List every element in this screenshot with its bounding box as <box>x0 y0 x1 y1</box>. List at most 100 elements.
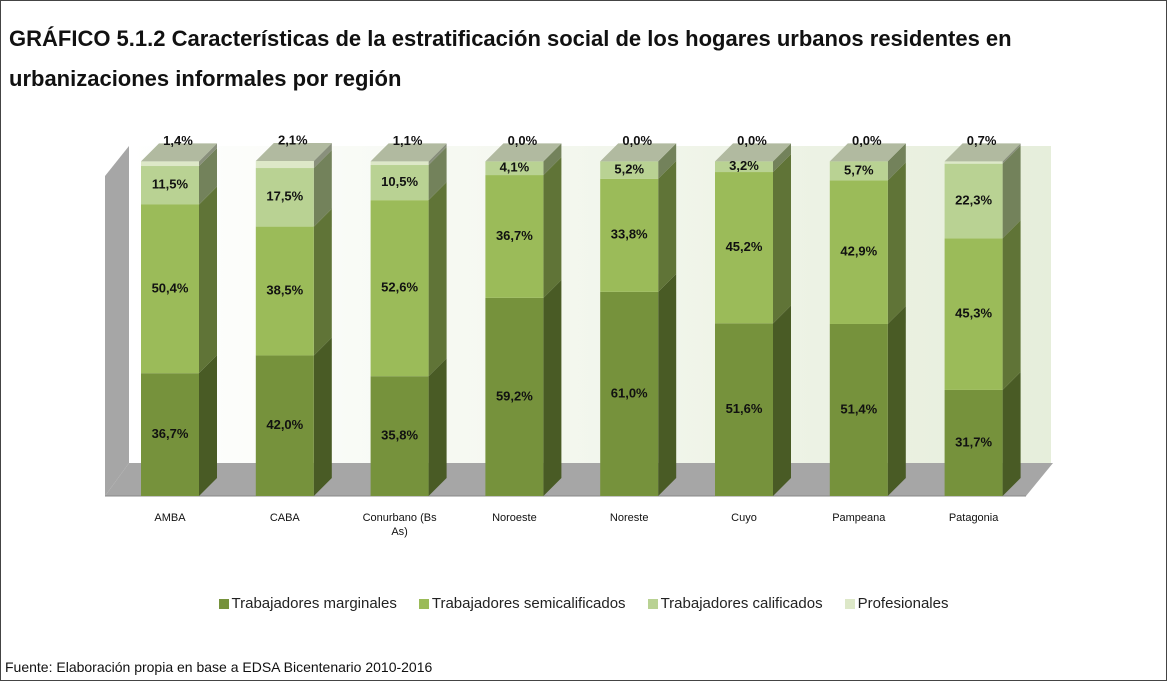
bar-top <box>485 143 562 162</box>
bar-segment <box>829 180 888 324</box>
data-label: 4,1% <box>500 160 530 175</box>
data-label: 51,4% <box>840 401 877 416</box>
legend-item: Profesionales <box>844 595 949 612</box>
bar-side <box>773 305 791 496</box>
data-label: 38,5% <box>266 282 303 297</box>
bar-segment <box>485 175 544 298</box>
bar-side <box>199 186 217 374</box>
bar-segment <box>944 163 1003 239</box>
bar-side <box>1002 220 1021 390</box>
data-label: 3,2% <box>729 158 759 173</box>
bar-side <box>543 157 562 298</box>
data-label: 36,7% <box>152 426 189 441</box>
bar-top <box>600 143 677 162</box>
data-label: 35,8% <box>381 428 418 443</box>
data-label: 33,8% <box>611 227 648 242</box>
bar-top <box>944 143 1021 162</box>
legend-label: Trabajadores semicalificados <box>431 595 626 612</box>
data-label: 52,6% <box>381 280 418 295</box>
legend-item: Trabajadores marginales <box>218 595 397 612</box>
data-label: 5,7% <box>844 162 874 177</box>
bar-segment <box>141 166 199 205</box>
x-tick-label: Conurbano (Bs As) <box>362 512 437 538</box>
bar-top <box>370 143 447 162</box>
data-label: 10,5% <box>381 174 418 189</box>
x-tick-label: Noreste <box>609 512 649 524</box>
bar-top <box>255 143 332 161</box>
bar-segment <box>141 373 199 496</box>
data-label: 0,0% <box>737 133 767 148</box>
bar-segment <box>370 161 429 166</box>
bar-segment <box>715 172 773 324</box>
bar-segment <box>485 161 544 176</box>
bar-side <box>428 358 447 496</box>
bar-segment <box>255 226 314 356</box>
bar-side <box>543 279 562 496</box>
bar-top <box>829 143 906 162</box>
bar-side <box>887 143 906 181</box>
legend-item: Trabajadores semicalificados <box>418 595 626 612</box>
data-label: 0,0% <box>852 133 882 148</box>
floor <box>105 463 1053 496</box>
bar-side <box>658 143 677 179</box>
bar-side <box>1002 371 1021 496</box>
legend-swatch <box>844 598 855 609</box>
data-label: 1,4% <box>163 133 193 148</box>
data-label: 31,7% <box>955 434 992 449</box>
source-note: Fuente: Elaboración propia en base a EDS… <box>5 659 433 675</box>
data-label: 1,1% <box>393 133 423 148</box>
data-label: 45,3% <box>955 306 992 321</box>
bar-side <box>199 355 217 496</box>
data-label: 5,2% <box>614 161 644 176</box>
data-label: 42,9% <box>840 244 877 259</box>
bar-side <box>543 143 562 176</box>
bar-segment <box>600 178 659 292</box>
x-tick-label: Pampeana <box>832 512 886 524</box>
bar-top <box>715 143 791 162</box>
bar-segment <box>141 204 199 374</box>
bar-segment <box>255 355 314 496</box>
legend-label: Trabajadores calificados <box>660 595 823 612</box>
legend-label: Profesionales <box>857 595 949 612</box>
data-label: 61,0% <box>611 385 648 400</box>
bar-segment <box>944 389 1003 496</box>
data-label: 17,5% <box>266 189 303 204</box>
x-tick-label: AMBA <box>154 512 186 524</box>
bar-side <box>313 208 332 356</box>
data-label: 0,7% <box>967 133 997 148</box>
data-label: 36,7% <box>496 228 533 243</box>
bar-side <box>199 143 217 167</box>
legend-swatch <box>647 598 658 609</box>
bar-segment <box>370 376 429 496</box>
data-label: 0,0% <box>622 133 652 148</box>
legend-item: Trabajadores calificados <box>647 595 823 612</box>
bar-segment <box>600 161 659 179</box>
legend-swatch <box>418 598 429 609</box>
legend: Trabajadores marginales Trabajadores semi… <box>1 595 1166 612</box>
bar-segment <box>715 323 773 496</box>
data-label: 11,5% <box>152 177 189 192</box>
legend-swatch <box>218 598 229 609</box>
plot: 36,7% 50,4% 11,5% 1,4% 42,0% 38,5% 17,5% 2,1% 35… <box>105 132 1053 497</box>
data-label: 2,1% <box>278 132 308 147</box>
bar-segment <box>141 161 199 167</box>
bar-side <box>773 143 791 173</box>
bar-side <box>1002 145 1021 239</box>
side-wall <box>105 146 129 496</box>
bar-side <box>313 150 332 227</box>
bar-segment <box>255 161 314 169</box>
x-tick-label: Patagonia <box>948 512 999 524</box>
chart-title: GRÁFICO 5.1.2 Características de la estr… <box>9 26 1012 91</box>
bar-side <box>428 147 447 201</box>
bar-segment <box>370 165 429 201</box>
data-label: 59,2% <box>496 388 533 403</box>
bar-segment <box>944 238 1003 390</box>
bar-side <box>313 337 332 496</box>
bar-side <box>887 162 906 324</box>
bar-side <box>658 160 677 292</box>
legend-label: Trabajadores marginales <box>231 595 397 612</box>
bar-side <box>428 143 447 166</box>
data-label: 50,4% <box>152 280 189 295</box>
bar-segment <box>829 323 888 496</box>
